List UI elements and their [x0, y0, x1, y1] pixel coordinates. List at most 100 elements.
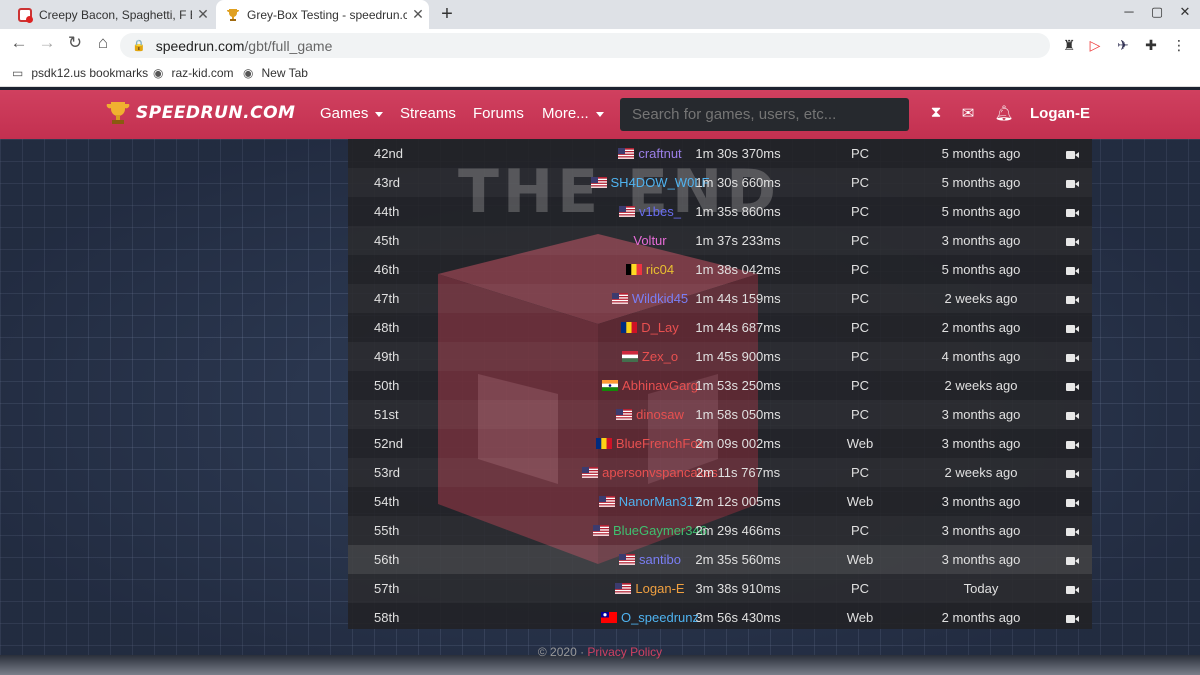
bookmark-folder[interactable]: ▭ psdk12.us bookmarks — [12, 66, 149, 80]
forward-icon[interactable]: → — [38, 33, 56, 52]
player-name-link[interactable]: Voltur — [633, 233, 667, 248]
video-camera-icon[interactable] — [1066, 436, 1079, 451]
player-cell[interactable]: SH4DOW_W0LF — [500, 175, 800, 190]
video-camera-icon[interactable] — [1066, 378, 1079, 393]
player-cell[interactable]: v1bes_ — [500, 204, 800, 219]
tab-close-icon[interactable]: ✕ — [412, 6, 424, 22]
player-name-link[interactable]: D_Lay — [641, 320, 679, 335]
table-row[interactable]: 42nd craftnut 1m 30s 370ms PC 5 months ago — [348, 139, 1092, 168]
player-name-link[interactable]: craftnut — [638, 146, 682, 161]
video-camera-icon[interactable] — [1066, 146, 1079, 161]
player-name-link[interactable]: apersonvspancakes — [602, 465, 718, 480]
player-cell[interactable]: apersonvspancakes — [500, 465, 800, 480]
address-bar[interactable]: 🔒 speedrun.com/gbt/full_game — [120, 33, 1050, 58]
player-cell[interactable]: BlueGaymer346 — [500, 523, 800, 538]
player-cell[interactable]: Wildkid45 — [500, 291, 800, 306]
player-cell[interactable]: Zex_o — [500, 349, 800, 364]
video-camera-icon[interactable] — [1066, 320, 1079, 335]
video-camera-icon[interactable] — [1066, 291, 1079, 306]
video-camera-icon[interactable] — [1066, 175, 1079, 190]
player-cell[interactable]: AbhinavGarg — [500, 378, 800, 393]
player-cell[interactable]: O_speedrunz — [500, 610, 800, 625]
player-cell[interactable]: santibo — [500, 552, 800, 567]
video-camera-icon[interactable] — [1066, 581, 1079, 596]
minimize-button[interactable]: ─ — [1124, 4, 1134, 19]
player-cell[interactable]: D_Lay — [500, 320, 800, 335]
video-camera-icon[interactable] — [1066, 552, 1079, 567]
video-camera-icon[interactable] — [1066, 204, 1079, 219]
video-camera-icon[interactable] — [1066, 610, 1079, 625]
player-name-link[interactable]: dinosaw — [636, 407, 684, 422]
player-cell[interactable]: dinosaw — [500, 407, 800, 422]
table-row[interactable]: 44th v1bes_ 1m 35s 860ms PC 5 months ago — [348, 197, 1092, 226]
player-name-link[interactable]: SH4DOW_W0LF — [610, 175, 710, 190]
site-logo[interactable]: SPEEDRUN.COM — [106, 100, 295, 126]
video-camera-icon[interactable] — [1066, 349, 1079, 364]
menu-icon[interactable]: ⋮ — [1172, 36, 1186, 53]
player-name-link[interactable]: BlueGaymer346 — [613, 523, 707, 538]
extension-bird-icon[interactable]: ✈ — [1117, 36, 1129, 53]
table-row[interactable]: 45th Voltur 1m 37s 233ms PC 3 months ago — [348, 226, 1092, 255]
tab-close-icon[interactable]: ✕ — [197, 6, 209, 22]
player-name-link[interactable]: Logan-E — [635, 581, 685, 596]
table-row[interactable]: 50th AbhinavGarg 1m 53s 250ms PC 2 weeks ago — [348, 371, 1092, 400]
player-name-link[interactable]: santibo — [639, 552, 681, 567]
video-camera-icon[interactable] — [1066, 523, 1079, 538]
player-name-link[interactable]: Zex_o — [641, 349, 679, 364]
table-row[interactable]: 52nd BlueFrenchFox 2m 09s 002ms Web 3 months… — [348, 429, 1092, 458]
table-row[interactable]: 43rd SH4DOW_W0LF 1m 30s 660ms PC 5 months ag… — [348, 168, 1092, 197]
table-row[interactable]: 56th santibo 2m 35s 560ms Web 3 months ago — [348, 545, 1092, 574]
bell-icon[interactable]: 🔔︎ — [994, 105, 1014, 122]
player-name-link[interactable]: Wildkid45 — [631, 291, 689, 306]
nav-more[interactable]: More... — [542, 105, 604, 122]
video-camera-icon[interactable] — [1066, 262, 1079, 277]
table-row[interactable]: 57th Logan-E 3m 38s 910ms PC Today — [348, 574, 1092, 603]
nav-streams[interactable]: Streams — [400, 105, 456, 122]
table-row[interactable]: 51st dinosaw 1m 58s 050ms PC 3 months ago — [348, 400, 1092, 429]
video-camera-icon[interactable] — [1066, 233, 1079, 248]
browser-tab-active[interactable]: Grey-Box Testing - speedrun.com ✕ — [216, 0, 429, 29]
video-camera-icon[interactable] — [1066, 494, 1079, 509]
player-name-link[interactable]: AbhinavGarg — [622, 378, 698, 393]
nav-forums[interactable]: Forums — [473, 105, 524, 122]
site-search-input[interactable] — [620, 98, 909, 131]
hourglass-icon[interactable]: ⧗ — [930, 104, 942, 121]
extension-icon[interactable]: ♜ — [1062, 36, 1076, 53]
table-row[interactable]: 55th BlueGaymer346 2m 29s 466ms PC 3 months … — [348, 516, 1092, 545]
player-cell[interactable]: ric04 — [500, 262, 800, 277]
table-row[interactable]: 47th Wildkid45 1m 44s 159ms PC 2 weeks ago — [348, 284, 1092, 313]
player-cell[interactable]: craftnut — [500, 146, 800, 161]
table-row[interactable]: 49th Zex_o 1m 45s 900ms PC 4 months ago — [348, 342, 1092, 371]
home-icon[interactable]: ⌂ — [97, 33, 109, 52]
reload-icon[interactable]: ↻ — [67, 33, 83, 52]
back-icon[interactable]: ← — [10, 33, 28, 52]
maximize-button[interactable]: ▢ — [1150, 4, 1164, 19]
close-window-button[interactable]: ✕ — [1179, 4, 1191, 19]
user-menu[interactable]: Logan-E — [1030, 105, 1090, 122]
table-row[interactable]: 54th NanorMan317 2m 12s 005ms Web 3 months a… — [348, 487, 1092, 516]
extension-play-icon[interactable]: ▷ — [1089, 36, 1101, 53]
player-name-link[interactable]: ric04 — [645, 262, 675, 277]
bookmark-link[interactable]: ◉ New Tab — [243, 66, 308, 80]
player-name-link[interactable]: NanorMan317 — [618, 494, 702, 509]
privacy-policy-link[interactable]: Privacy Policy — [587, 645, 663, 659]
player-cell[interactable]: Voltur — [500, 233, 800, 248]
table-row[interactable]: 48th D_Lay 1m 44s 687ms PC 2 months ago — [348, 313, 1092, 342]
player-cell[interactable]: BlueFrenchFox — [500, 436, 800, 451]
video-camera-icon[interactable] — [1066, 465, 1079, 480]
video-camera-icon[interactable] — [1066, 407, 1079, 422]
table-row[interactable]: 58th O_speedrunz 3m 56s 430ms Web 2 months a… — [348, 603, 1092, 629]
mail-icon[interactable]: ✉ — [961, 105, 975, 122]
table-row[interactable]: 46th ric04 1m 38s 042ms PC 5 months ago — [348, 255, 1092, 284]
player-name-link[interactable]: v1bes_ — [639, 204, 681, 219]
player-cell[interactable]: Logan-E — [500, 581, 800, 596]
bookmark-link[interactable]: ◉ raz-kid.com — [153, 66, 234, 80]
browser-tab[interactable]: Creepy Bacon, Spaghetti, F E M E ✕ — [8, 0, 214, 29]
nav-games[interactable]: Games — [320, 105, 384, 122]
player-name-link[interactable]: BlueFrenchFox — [615, 436, 705, 451]
player-name-link[interactable]: O_speedrunz — [620, 610, 700, 625]
extensions-puzzle-icon[interactable]: ✚ — [1145, 36, 1157, 53]
table-row[interactable]: 53rd apersonvspancakes 2m 11s 767ms PC 2 wee… — [348, 458, 1092, 487]
player-cell[interactable]: NanorMan317 — [500, 494, 800, 509]
new-tab-button[interactable]: + — [441, 3, 453, 25]
